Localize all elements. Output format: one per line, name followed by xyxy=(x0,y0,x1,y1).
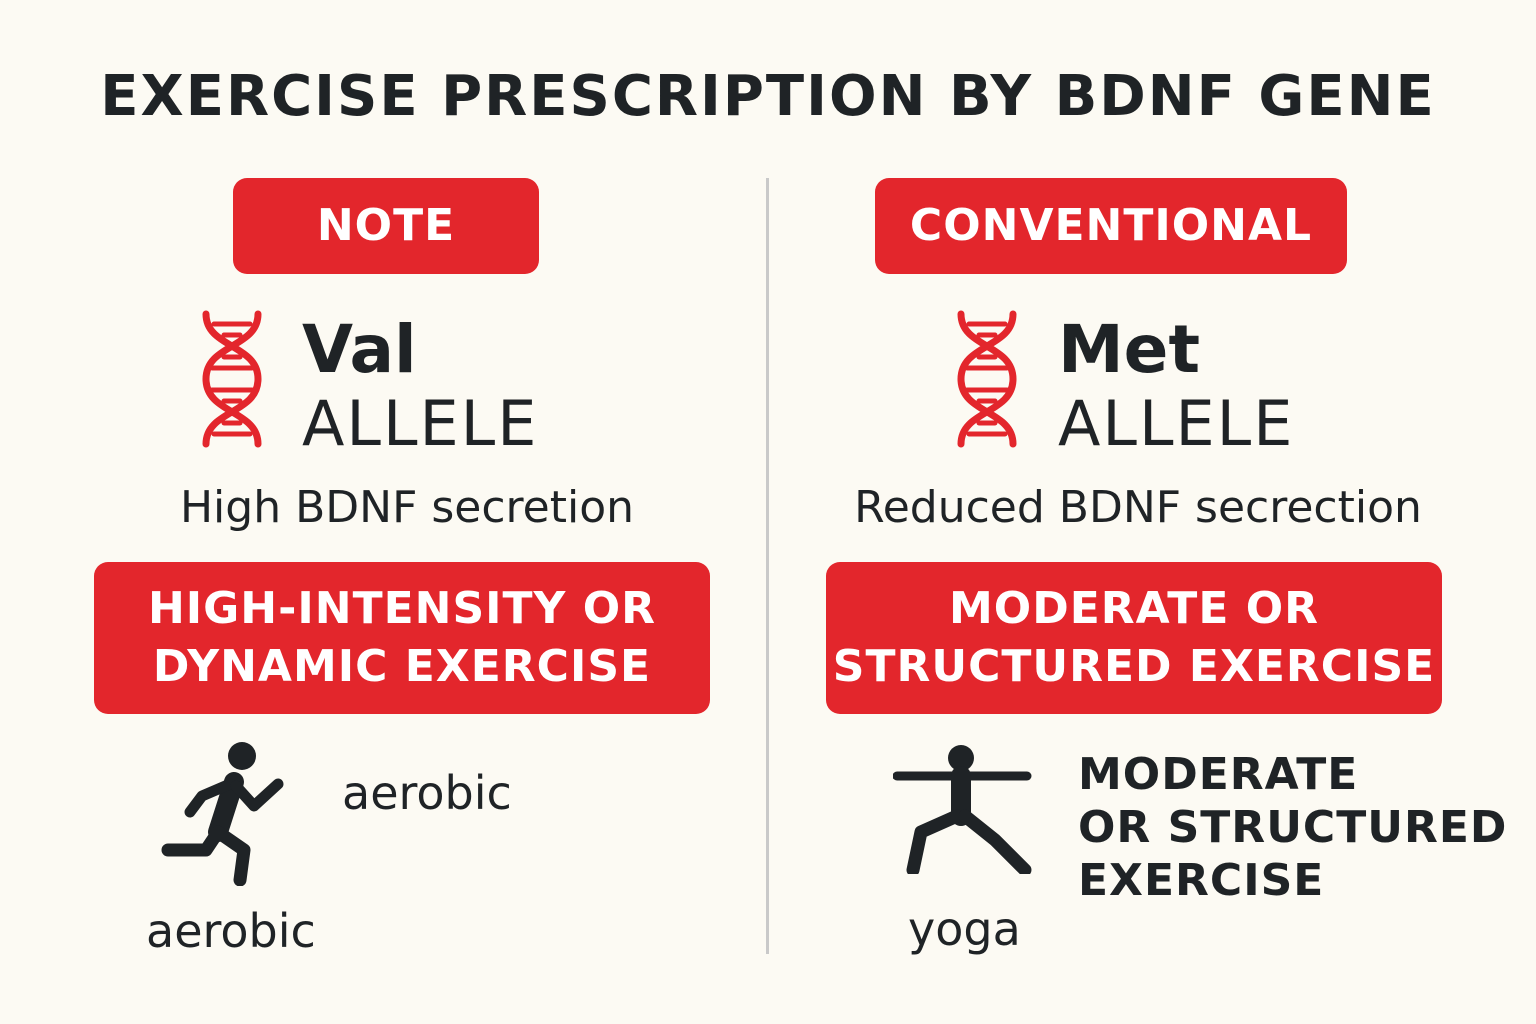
recommendation-line: STRUCTURED EXERCISE xyxy=(832,641,1436,692)
recommendation-badge: MODERATE OR STRUCTURED EXERCISE xyxy=(826,562,1442,714)
column-divider xyxy=(766,178,769,954)
dna-icon xyxy=(955,310,1019,448)
activity-caption: yoga xyxy=(908,902,1021,956)
exercise-detail-line: MODERATE xyxy=(1078,749,1359,800)
left-tag-badge: NOTE xyxy=(233,178,539,274)
activity-caption: aerobic xyxy=(146,904,316,958)
page-title: EXERCISE PRESCRIPTION BY BDNF GENE xyxy=(100,64,1436,129)
dna-icon xyxy=(200,310,264,448)
recommendation-line: HIGH-INTENSITY OR xyxy=(147,583,657,634)
recommendation-line: MODERATE OR xyxy=(949,583,1319,634)
secretion-text: High BDNF secretion xyxy=(179,482,635,533)
right-tag-badge: CONVENTIONAL xyxy=(875,178,1347,274)
activity-label: aerobic xyxy=(342,766,512,820)
recommendation-badge: HIGH-INTENSITY OR DYNAMIC EXERCISE xyxy=(94,562,710,714)
running-person-icon xyxy=(160,740,286,886)
exercise-detail-line: OR STRUCTURED xyxy=(1078,802,1508,853)
recommendation-line: DYNAMIC EXERCISE xyxy=(152,641,652,692)
allele-name: Met xyxy=(1058,311,1200,388)
exercise-detail: MODERATE OR STRUCTURED EXERCISE xyxy=(1078,748,1507,907)
allele-name: Val xyxy=(302,311,417,388)
allele-label: ALLELE xyxy=(302,387,539,460)
yoga-pose-icon xyxy=(893,742,1033,874)
secretion-text: Reduced BDNF secrection xyxy=(854,482,1422,533)
allele-label: ALLELE xyxy=(1058,387,1295,460)
exercise-detail-line: EXERCISE xyxy=(1078,855,1325,906)
